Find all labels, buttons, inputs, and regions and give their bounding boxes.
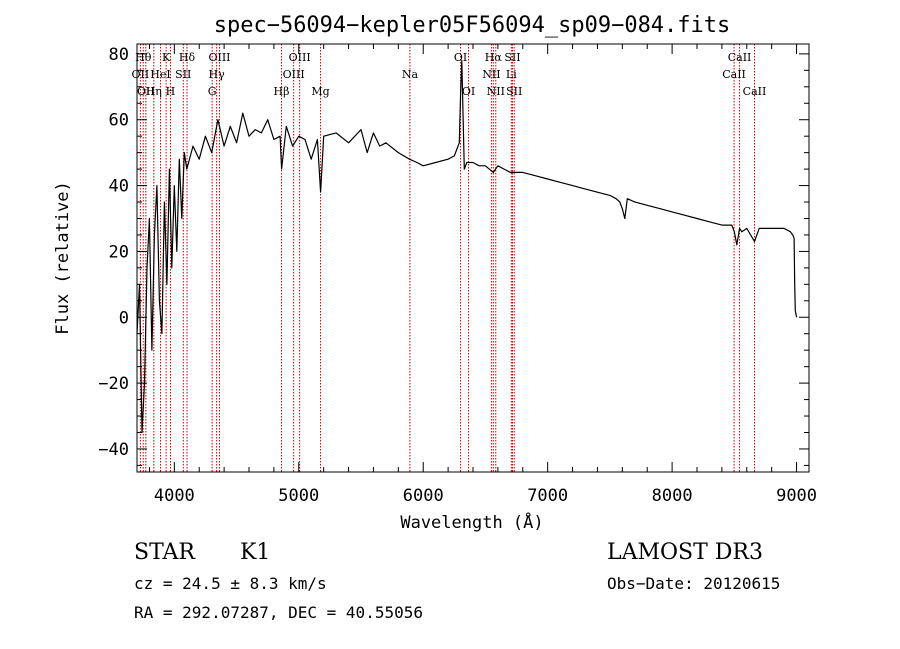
line-markers (139, 44, 755, 472)
x-axis: 4000 5000 6000 7000 8000 9000 (148, 44, 817, 506)
line-marker-label: HeI (150, 68, 170, 81)
x-tick-label: 8000 (652, 486, 693, 506)
line-marker-label: OI (462, 85, 475, 98)
y-tick-label: −20 (98, 374, 129, 394)
line-marker-label: Hα (485, 51, 503, 64)
observation-date: Obs−Date: 20120615 (607, 574, 781, 593)
line-marker-label: OIII (289, 51, 311, 64)
x-axis-label: Wavelength (Å) (400, 511, 543, 533)
line-marker-label: NII (482, 68, 500, 81)
line-marker-label: Li (506, 68, 517, 81)
y-tick-label: −40 (98, 440, 129, 460)
redshift-text: cz = 24.5 ± 8.3 km/s (134, 574, 327, 593)
line-marker-label: OIII (208, 51, 230, 64)
x-tick-label: 7000 (527, 486, 568, 506)
coordinates-text: RA = 292.07287, DEC = 40.55056 (134, 603, 423, 622)
object-class: STAR (134, 540, 195, 565)
line-marker-label: OIII (283, 68, 305, 81)
object-subclass: K1 (240, 540, 271, 565)
x-tick-label: 6000 (403, 486, 444, 506)
line-marker-label: CaII (722, 68, 746, 81)
y-tick-label: 0 (119, 308, 129, 328)
line-marker-label: OII (132, 68, 150, 81)
line-marker-label: CaII (728, 51, 752, 64)
line-marker-label: Hθ (135, 51, 152, 64)
line-marker-label: CaII (743, 85, 767, 98)
line-marker-labels: OIIHθOIIHηHeIKHSIIHδGHγOIIIHβOIIIOIIIMgN… (132, 51, 767, 98)
y-tick-label: 20 (109, 242, 129, 262)
line-marker-label: SII (506, 85, 522, 98)
y-axis: −40 −20 0 20 40 60 80 (98, 45, 809, 466)
line-marker-label: NII (487, 85, 505, 98)
line-marker-label: Hβ (274, 85, 290, 98)
line-marker-label: G (208, 85, 217, 98)
y-tick-label: 80 (109, 45, 129, 65)
line-marker-label: Mg (311, 85, 329, 98)
chart-title: spec−56094−kepler05F56094_sp09−084.fits (214, 13, 731, 38)
line-marker-label: H (166, 85, 176, 98)
x-tick-label: 9000 (776, 486, 817, 506)
line-marker-label: K (162, 51, 171, 64)
spectrum-series-line (136, 59, 798, 434)
line-marker-label: SII (504, 51, 520, 64)
line-marker-label: Hγ (209, 68, 226, 81)
x-tick-label: 5000 (278, 486, 319, 506)
plot-frame (136, 43, 810, 473)
y-tick-label: 40 (109, 177, 129, 197)
line-marker-label: Hη (146, 85, 162, 98)
line-marker-label: SII (175, 68, 191, 81)
line-marker-label: OII (137, 85, 155, 98)
line-marker-label: OI (454, 51, 467, 64)
line-marker-label: Na (402, 68, 419, 81)
x-tick-label: 4000 (154, 486, 195, 506)
y-axis-label: Flux (relative) (53, 181, 73, 335)
survey-name: LAMOST DR3 (607, 540, 763, 565)
y-tick-label: 60 (109, 111, 129, 131)
line-marker-label: Hδ (179, 51, 196, 64)
